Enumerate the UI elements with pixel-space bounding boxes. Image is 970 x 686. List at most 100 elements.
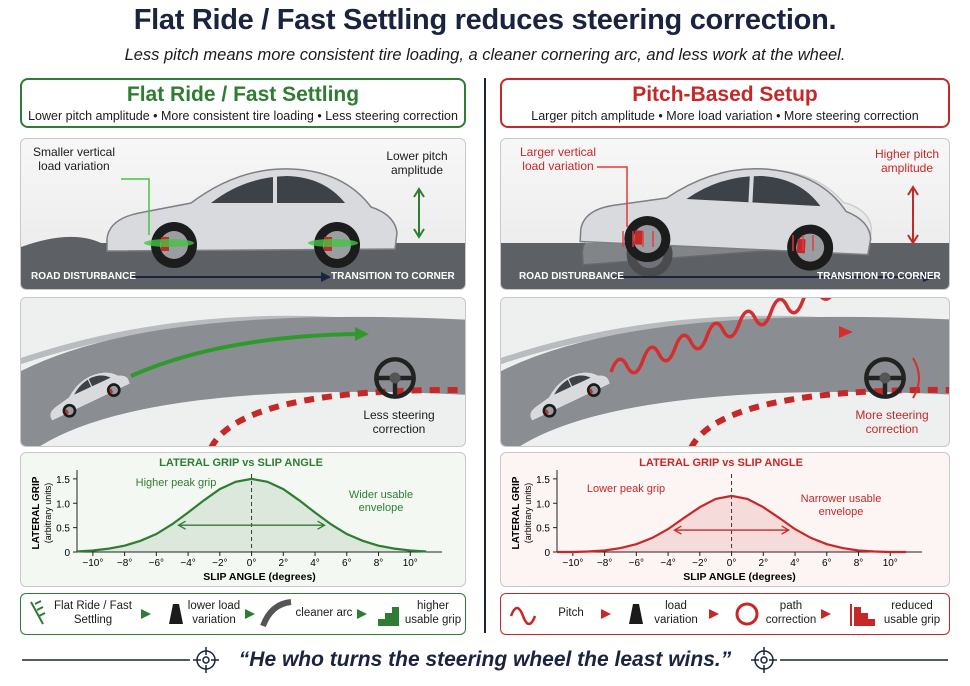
- flow-arrows: [141, 609, 367, 619]
- track: [21, 316, 465, 446]
- x-tick-label: 6°: [342, 558, 352, 569]
- chart-title: LATERAL GRIP vs SLIP ANGLE: [639, 457, 803, 469]
- pitch-arrow: [413, 187, 425, 239]
- grip-curve: [557, 494, 907, 554]
- header-box: Pitch-Based Setup Larger pitch amplitude…: [500, 78, 950, 128]
- x-tick-label: −10°: [562, 558, 583, 569]
- track: [501, 316, 949, 446]
- x-tick-label: 8°: [854, 558, 864, 569]
- heading: Flat Ride / Fast Settling: [126, 83, 360, 106]
- grip-curve: [76, 477, 427, 553]
- callout-line: [597, 166, 628, 227]
- callout-line: [121, 178, 150, 235]
- x-tick-label: −4°: [660, 558, 675, 569]
- flow-arrows: [601, 609, 831, 619]
- arrow-head: [321, 272, 331, 282]
- x-tick-label: −2°: [692, 558, 707, 569]
- weight-icon: [169, 604, 183, 624]
- x-tick-label: −8°: [117, 558, 132, 569]
- x-tick-label: 2°: [759, 558, 769, 569]
- heading: Pitch-Based Setup: [632, 83, 818, 106]
- x-tick-label: 6°: [822, 558, 832, 569]
- chart: LATERAL GRIP vs SLIP ANGLE 0 0.5 1.0 1.5 −10°…: [511, 457, 922, 583]
- load-marks: [622, 231, 814, 251]
- flow-step: cleaner arc: [295, 607, 353, 619]
- wave-icon: [509, 606, 537, 626]
- callout: Larger vertical load variation: [519, 145, 597, 173]
- subheading: Larger pitch amplitude • More load varia…: [531, 109, 919, 123]
- x-axis-label: SLIP ANGLE (degrees): [683, 571, 796, 583]
- x-tick-label: −4°: [180, 558, 195, 569]
- envelope-arrow: [673, 525, 791, 535]
- envelope-arrow: [177, 520, 326, 530]
- path-arrow: [609, 298, 832, 375]
- car-scene: [501, 139, 949, 289]
- track-scene: [21, 315, 465, 446]
- x-tick-label: −6°: [629, 558, 644, 569]
- track-panel: More steering correction: [500, 297, 950, 447]
- flow-step: reduced usable grip: [883, 600, 941, 626]
- road-icon: [260, 599, 292, 628]
- spring-icon: [30, 600, 46, 625]
- x-tick-label: 10°: [403, 558, 418, 569]
- divider: [484, 78, 486, 633]
- curb: [688, 386, 949, 446]
- flow-step: path correction: [765, 600, 817, 626]
- chart-panel: LATERAL GRIP vs SLIP ANGLE 0 0.5 1.0 1.5 −10°…: [500, 452, 950, 587]
- y-tick-label: 0.5: [56, 524, 70, 535]
- x-tick-label: −8°: [597, 558, 612, 569]
- x-tick-label: 8°: [374, 558, 384, 569]
- annotation: Lower peak grip: [586, 483, 666, 495]
- load-glow: [308, 239, 358, 247]
- subtitle: Less pitch means more consistent tire lo…: [124, 46, 846, 64]
- y-axis-label: LATERAL GRIP: [511, 476, 522, 549]
- arrow-head: [355, 327, 369, 341]
- pitch-arrow: [907, 185, 919, 245]
- grip-icon: [850, 604, 875, 626]
- x-tick-label: 4°: [790, 558, 800, 569]
- y-tick-label: 1.0: [56, 499, 70, 510]
- road-label: ROAD DISTURBANCE: [519, 271, 624, 282]
- callout: Higher pitch amplitude: [874, 147, 940, 175]
- subheading: Lower pitch amplitude • More consistent …: [28, 109, 458, 123]
- wheel-icon: [735, 602, 759, 626]
- flow-icons: [509, 602, 875, 626]
- x-tick-label: 0°: [727, 558, 737, 569]
- x-axis-label: SLIP ANGLE (degrees): [203, 571, 316, 583]
- x-tick-label: 10°: [883, 558, 898, 569]
- steering-label: More steering correction: [855, 408, 929, 436]
- flow-step: Flat Ride / Fast Settling: [54, 600, 132, 626]
- road-label: TRANSITION TO CORNER: [817, 271, 941, 282]
- path-arrow: [130, 332, 360, 378]
- road-label: ROAD DISTURBANCE: [31, 271, 136, 282]
- x-tick-label: 2°: [279, 558, 289, 569]
- annotation: Narrower usable envelope: [800, 493, 882, 518]
- crosshair: [751, 647, 777, 673]
- quote: “He who turns the steering wheel the lea…: [238, 648, 732, 671]
- title: Flat Ride / Fast Settling reduces steeri…: [133, 4, 837, 36]
- crosshair: [193, 647, 219, 673]
- y-axis-sublabel: (arbitrary units): [523, 483, 533, 544]
- arrow-head: [839, 326, 853, 338]
- chart-panel: LATERAL GRIP vs SLIP ANGLE 0 0.5 1.0 1.5 −10°…: [20, 452, 466, 587]
- annotation: Wider usable envelope: [348, 489, 414, 514]
- flow-icons: [30, 599, 399, 628]
- annotation: Higher peak grip: [135, 477, 217, 489]
- load-glow: [144, 239, 194, 247]
- car-scene: [21, 166, 465, 289]
- y-axis-label: LATERAL GRIP: [31, 476, 42, 549]
- flow-step: load variation: [654, 600, 698, 626]
- header-box: Flat Ride / Fast Settling Lower pitch am…: [20, 78, 466, 128]
- y-tick-label: 1.5: [56, 475, 70, 486]
- weight-icon: [629, 604, 643, 624]
- flow-box: Flat Ride / Fast Settling lower load var…: [20, 593, 466, 635]
- y-axis-sublabel: (arbitrary units): [43, 483, 53, 544]
- flow-step: Pitch: [558, 607, 584, 619]
- chart: LATERAL GRIP vs SLIP ANGLE 0 0.5 1.0 1.5 −10°…: [31, 457, 442, 583]
- flow-step: lower load variation: [187, 600, 241, 626]
- x-tick-label: −6°: [149, 558, 164, 569]
- callout: Smaller vertical load variation: [32, 145, 116, 173]
- flow-box: Pitch load variation path correction red…: [500, 593, 950, 635]
- arrow-head: [923, 272, 935, 282]
